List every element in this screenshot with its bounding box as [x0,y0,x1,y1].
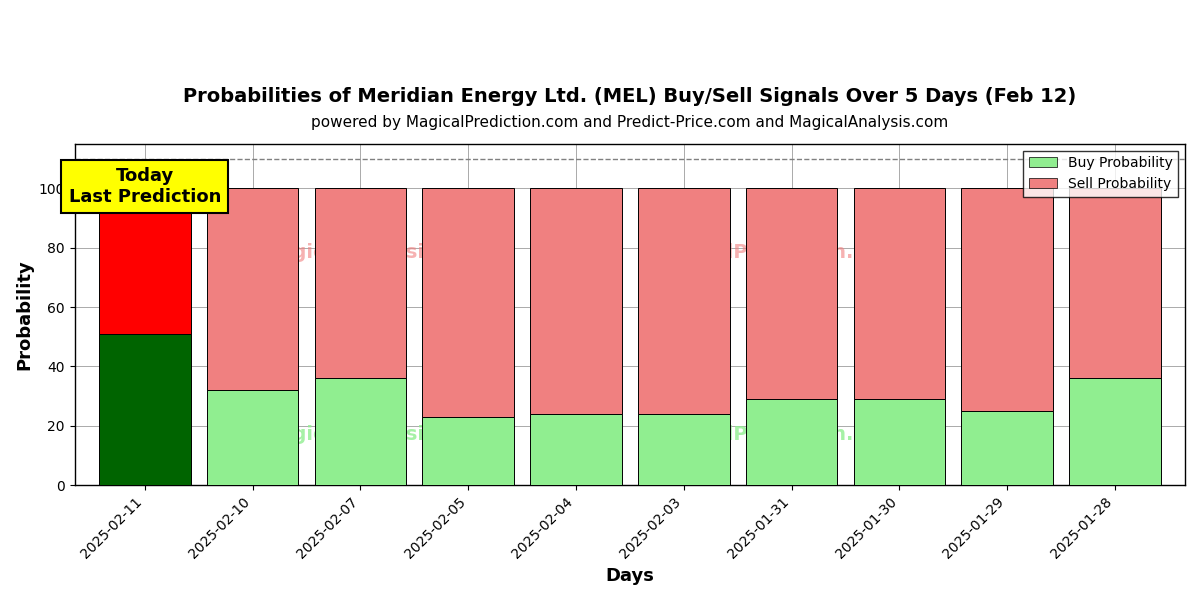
Title: Probabilities of Meridian Energy Ltd. (MEL) Buy/Sell Signals Over 5 Days (Feb 12: Probabilities of Meridian Energy Ltd. (M… [184,87,1076,106]
Text: powered by MagicalPrediction.com and Predict-Price.com and MagicalAnalysis.com: powered by MagicalPrediction.com and Pre… [311,115,948,130]
Bar [638,188,730,414]
Bar [745,188,838,399]
Bar [422,188,514,417]
Bar [745,399,838,485]
Text: MagicalPrediction.com: MagicalPrediction.com [649,425,899,443]
Bar [98,334,191,485]
Bar [530,414,622,485]
Bar [422,417,514,485]
Bar [1069,379,1160,485]
Y-axis label: Probability: Probability [16,259,34,370]
Text: Today
Last Prediction: Today Last Prediction [68,167,221,206]
Bar [530,188,622,414]
Bar [314,379,406,485]
Text: MagicalAnalysis.com: MagicalAnalysis.com [260,244,488,262]
Bar [853,188,946,399]
Text: MagicalPrediction.com: MagicalPrediction.com [649,244,899,262]
Bar [961,188,1052,411]
Bar [853,399,946,485]
Bar [961,411,1052,485]
Text: MagicalAnalysis.com: MagicalAnalysis.com [260,425,488,443]
Bar [314,188,406,379]
Bar [206,390,299,485]
Bar [206,188,299,390]
Legend: Buy Probability, Sell Probability: Buy Probability, Sell Probability [1024,151,1178,197]
Bar [98,188,191,334]
Bar [638,414,730,485]
Bar [1069,188,1160,379]
X-axis label: Days: Days [605,567,654,585]
